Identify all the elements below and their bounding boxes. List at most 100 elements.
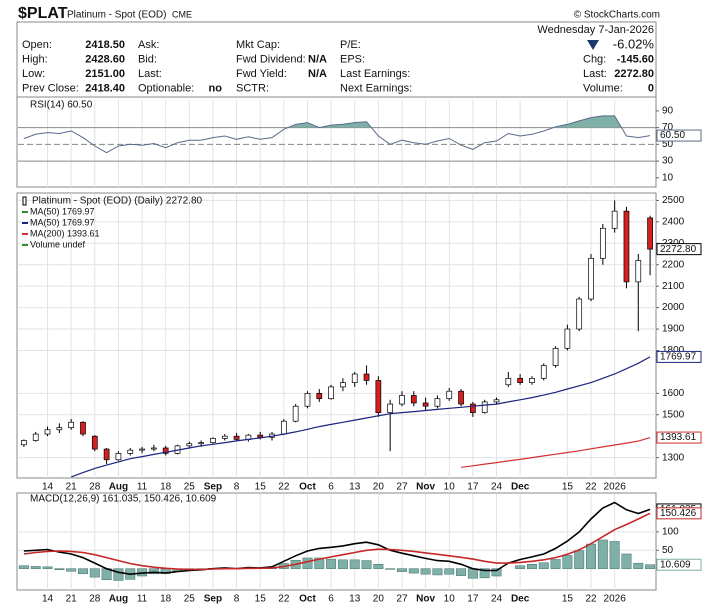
candle-body [221,435,228,439]
histogram-bar [361,560,372,569]
legend-label: Volume undef [30,239,86,249]
candle-body [233,435,240,440]
histogram-bar [574,550,585,569]
histogram-bar [30,566,41,569]
y-tick-label: 2500 [662,195,685,206]
x-tick-label: 22 [585,594,597,605]
candle-body [588,257,594,300]
candle-body [80,421,86,435]
value-tag [656,507,702,520]
y-tick-label: 50 [662,139,674,150]
y-tick-label: 1800 [662,345,685,356]
legend-label: MA(50) 1769.97 [30,217,95,227]
x-tick-label: Nov [416,482,435,493]
x-tick-label: 8 [234,482,240,493]
info-label: Ask: [138,39,159,51]
x-tick-label: 11 [137,482,148,493]
info-label: Last: [583,68,607,80]
info-label: Optionable: [138,82,194,94]
y-tick-label: 2400 [662,217,685,228]
x-tick-label: 22 [278,482,290,493]
info-value: N/A [308,53,327,65]
info-label: Last Earnings: [340,68,410,80]
histogram-bar [432,568,443,576]
histogram-bar [373,564,384,569]
candle-body [351,373,358,383]
histogram-bar [550,559,561,569]
candle-body [127,449,134,454]
instrument-name: Platinum - Spot (EOD) [67,10,166,21]
value-tag [656,350,702,363]
info-label: Low: [22,68,45,80]
x-tick-label: Oct [299,594,316,605]
x-tick-label: Nov [416,594,435,605]
candle-body [363,373,370,381]
candle-body [470,403,476,413]
histogram-bar [66,568,77,572]
histogram-bar [538,562,549,569]
y-tick-label: 2000 [662,302,685,313]
candle-body [635,260,642,283]
candle-body [186,443,193,447]
down-arrow [587,40,599,50]
info-label: Bid: [138,53,157,65]
histogram-bar [467,568,478,579]
info-label: Last: [138,68,162,80]
histogram-bar [326,558,337,569]
x-tick-label: 20 [373,594,385,605]
info-value: 2272.80 [614,68,654,80]
info-value: -145.60 [617,53,654,65]
info-label: EPS: [340,53,365,65]
histogram-bar [586,543,596,569]
value-tag-label: 1769.97 [660,352,697,363]
date: Wednesday 7-Jan-2026 [537,24,654,36]
info-value: 2418.50 [85,39,125,51]
indicator-line [23,501,651,576]
info-label: Next Earnings: [340,82,412,94]
x-tick-label: 17 [467,482,479,493]
x-tick-label: 18 [160,482,172,493]
x-tick-label: 18 [160,594,172,605]
info-label: Open: [22,39,52,51]
value-tag-label: 150.426 [660,508,697,519]
candle-body [139,448,145,451]
x-tick-label: 21 [66,594,78,605]
histogram-bar [314,557,325,569]
candle-body [599,227,606,259]
x-tick-label: 14 [42,482,54,493]
candle-body [493,399,500,403]
y-tick-label: 2100 [662,281,685,292]
info-label: Fwd Dividend: [236,53,306,65]
x-tick-label: 6 [328,594,334,605]
info-label: Volume: [583,82,623,94]
info-value: N/A [308,68,327,80]
candle-body [32,433,39,441]
info-label: P/E: [340,39,361,51]
candle-body [340,382,346,388]
x-tick-label: Sep [204,482,222,493]
histogram-bar [491,568,502,577]
info-label: Prev Close: [22,82,79,94]
x-tick-label: 14 [42,594,54,605]
histogram-bar [54,568,65,571]
y-tick-label: 30 [662,156,674,167]
histogram-bar [337,559,348,569]
candle-body [375,380,382,413]
histogram-bar [609,541,620,569]
candle-body [564,328,571,349]
x-tick-label: 28 [89,594,101,605]
info-value: 2428.60 [85,53,125,65]
y-tick-label: 10 [662,172,674,183]
info-label: Fwd Yield: [236,68,287,80]
histogram-bar [349,559,360,569]
x-tick-label: 15 [562,482,574,493]
histogram-bar [385,568,396,570]
histogram-bar [444,568,455,575]
histogram-bar [645,564,656,569]
info-box [16,21,657,98]
panel [16,96,657,188]
candle-body [21,440,27,446]
x-tick-label: 11 [137,594,148,605]
histogram-bar [515,565,526,569]
legend-label: MA(200) 1393.61 [30,228,100,238]
